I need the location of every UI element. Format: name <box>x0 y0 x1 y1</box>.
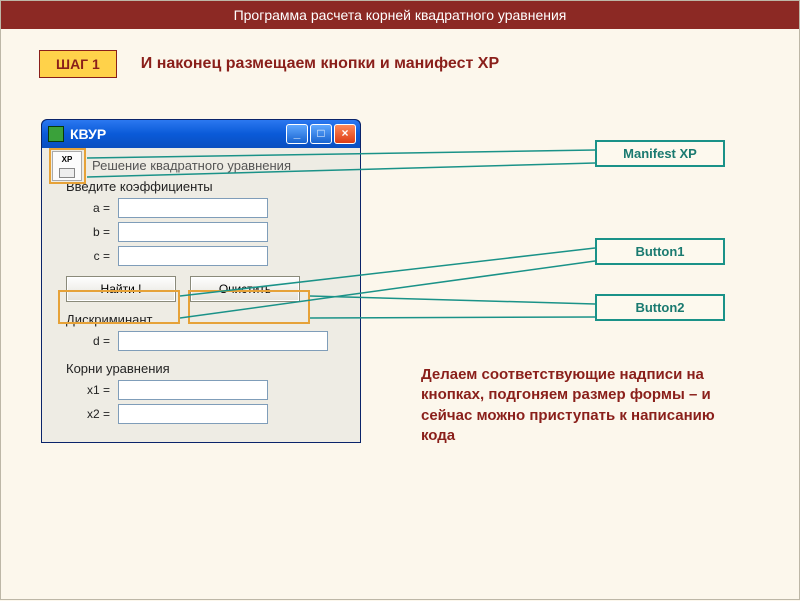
window-buttons: _ □ × <box>286 124 356 144</box>
clear-button[interactable]: Очистить <box>190 276 300 302</box>
xp-window: КВУР _ □ × Решение квадратного уравнения… <box>41 119 361 443</box>
window-heading: Решение квадратного уравнения <box>92 158 350 173</box>
step-badge: ШАГ 1 <box>39 50 117 78</box>
callout-button1: Button1 <box>595 238 725 265</box>
manifest-xp-component[interactable]: XP <box>52 151 82 181</box>
xp-component-label: XP <box>62 155 73 164</box>
section-roots-label: Корни уравнения <box>66 361 350 376</box>
maximize-button[interactable]: □ <box>310 124 332 144</box>
field-row-b: b = <box>76 222 350 242</box>
page-banner: Программа расчета корней квадратного ура… <box>1 1 799 29</box>
step-text: И наконец размещаем кнопки и манифест XP <box>141 55 499 73</box>
callout-button2: Button2 <box>595 294 725 321</box>
field-row-d: d = <box>76 331 350 351</box>
section-coeffs-label: Введите коэффициенты <box>66 179 350 194</box>
window-body: Решение квадратного уравнения Введите ко… <box>42 148 360 442</box>
titlebar[interactable]: КВУР _ □ × <box>42 120 360 148</box>
label-b: b = <box>76 225 110 239</box>
field-row-x1: x1 = <box>76 380 350 400</box>
explanation-text: Делаем соответствующие надписи на кнопка… <box>421 365 741 446</box>
window-title: КВУР <box>70 126 286 142</box>
input-x1[interactable] <box>118 380 268 400</box>
input-a[interactable] <box>118 198 268 218</box>
input-d[interactable] <box>118 331 328 351</box>
banner-title: Программа расчета корней квадратного ура… <box>234 7 567 23</box>
label-d: d = <box>76 334 110 348</box>
section-discriminant-label: Дискриминант <box>66 312 350 327</box>
xp-component-icon <box>59 168 75 178</box>
field-row-x2: x2 = <box>76 404 350 424</box>
label-c: c = <box>76 249 110 263</box>
label-a: a = <box>76 201 110 215</box>
find-button[interactable]: Найти ! <box>66 276 176 302</box>
button-row: Найти ! Очистить <box>66 276 350 302</box>
field-row-a: a = <box>76 198 350 218</box>
app-icon <box>48 126 64 142</box>
minimize-button[interactable]: _ <box>286 124 308 144</box>
label-x1: x1 = <box>76 383 110 397</box>
field-row-c: c = <box>76 246 350 266</box>
input-c[interactable] <box>118 246 268 266</box>
close-button[interactable]: × <box>334 124 356 144</box>
input-b[interactable] <box>118 222 268 242</box>
callout-manifest: Manifest XP <box>595 140 725 167</box>
input-x2[interactable] <box>118 404 268 424</box>
step-row: ШАГ 1 И наконец размещаем кнопки и маниф… <box>39 49 769 79</box>
label-x2: x2 = <box>76 407 110 421</box>
